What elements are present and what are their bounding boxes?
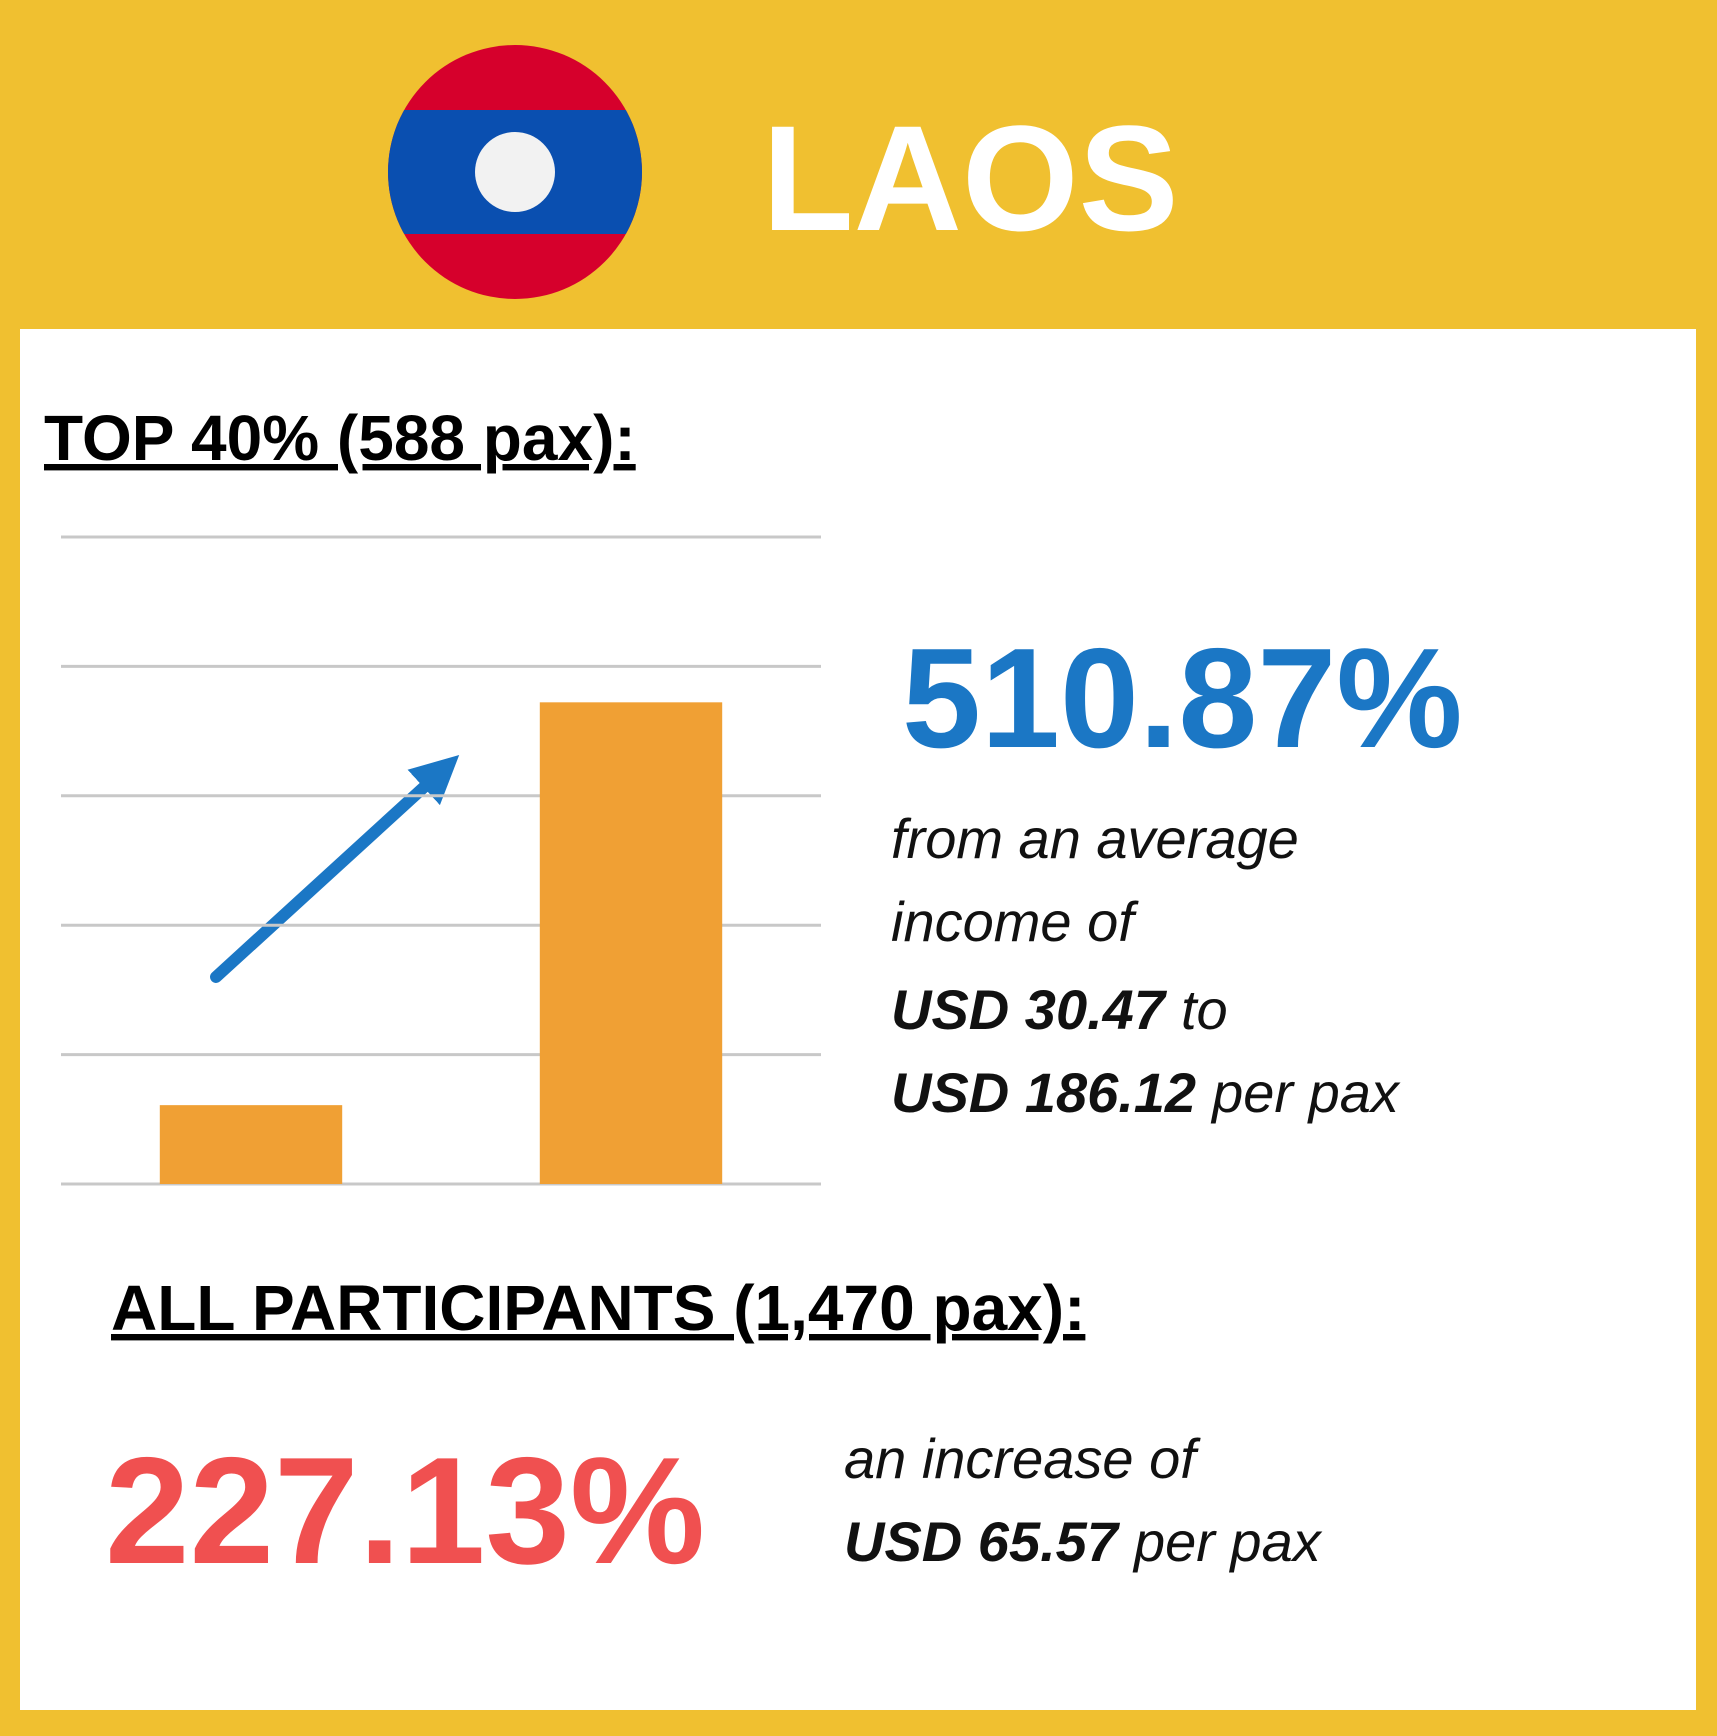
bar bbox=[159, 1105, 343, 1184]
desc-line: USD 30.47 to bbox=[891, 978, 1228, 1041]
desc-line: income of bbox=[891, 890, 1139, 953]
bar bbox=[539, 702, 723, 1184]
amount: USD 30.47 bbox=[891, 978, 1168, 1041]
desc-line: USD 65.57 per pax bbox=[844, 1510, 1323, 1573]
arrow bbox=[210, 755, 460, 983]
amount: USD 186.12 bbox=[891, 1061, 1196, 1124]
word: per pax bbox=[1132, 1510, 1323, 1573]
panel bbox=[20, 329, 1696, 1710]
desc-line: an increase of bbox=[844, 1427, 1201, 1490]
amount: USD 65.57 bbox=[844, 1510, 1121, 1573]
all-percent: 227.13% bbox=[105, 1426, 705, 1596]
word: to bbox=[1181, 978, 1228, 1041]
flag bbox=[388, 45, 642, 299]
all-heading: ALL PARTICIPANTS (1,470 pax): bbox=[111, 1272, 1085, 1344]
top-percent: 510.87% bbox=[902, 619, 1463, 778]
word: per pax bbox=[1210, 1061, 1401, 1124]
bar-chart bbox=[61, 535, 821, 1186]
desc-line: from an average bbox=[891, 807, 1299, 870]
country-title: LAOS bbox=[762, 94, 1179, 262]
top-heading: TOP 40% (588 pax): bbox=[44, 402, 636, 474]
desc-line: USD 186.12 per pax bbox=[891, 1061, 1401, 1124]
